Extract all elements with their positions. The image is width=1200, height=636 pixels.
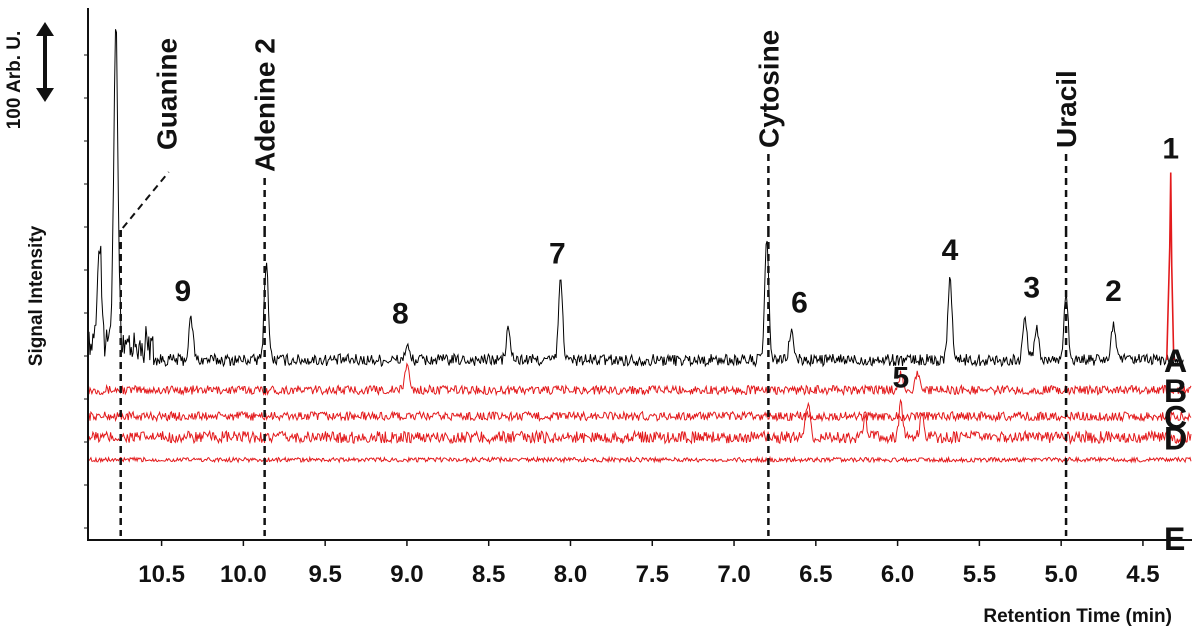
x-tick-label: 7.0 xyxy=(717,561,750,588)
peak-label-5: 5 xyxy=(893,361,910,394)
trace-a xyxy=(87,29,1184,368)
trace-label-b: B xyxy=(1164,373,1187,409)
peak-1-trace xyxy=(1165,172,1175,361)
trace-label-a: A xyxy=(1164,343,1187,379)
x-tick-label: 7.5 xyxy=(636,561,669,588)
x-tick-label: 9.0 xyxy=(390,561,423,588)
axes-layer xyxy=(87,8,1192,541)
x-tick-label: 5.5 xyxy=(963,561,996,588)
double-arrow-icon xyxy=(36,22,54,102)
x-tick-label: 6.0 xyxy=(881,561,914,588)
guanine-leader-line xyxy=(121,171,170,229)
compound-marker-layer xyxy=(119,154,1068,536)
uracil-label: Uracil xyxy=(1051,70,1082,148)
x-tick-label: 9.5 xyxy=(308,561,341,588)
x-tick-label: 6.5 xyxy=(799,561,832,588)
trace-c xyxy=(87,410,1192,423)
x-tick-label: 4.5 xyxy=(1126,561,1159,588)
peak-label-9: 9 xyxy=(175,275,192,308)
x-tick-label: 10.5 xyxy=(138,561,185,588)
cytosine-label: Cytosine xyxy=(753,30,784,148)
peak-label-4: 4 xyxy=(942,234,959,267)
peak-label-6: 6 xyxy=(791,286,808,319)
trace-label-d: D xyxy=(1164,420,1187,456)
compound-label-layer: Guanine Adenine 2 Cytosine Uracil xyxy=(152,30,1082,172)
peak-label-8: 8 xyxy=(392,298,409,331)
trace-b xyxy=(87,362,1192,397)
y-axis-label: Signal Intensity xyxy=(26,225,47,366)
peak-label-7: 7 xyxy=(549,238,566,271)
x-tick-label: 8.5 xyxy=(472,561,505,588)
trace-label-c: C xyxy=(1164,399,1187,435)
x-axis-label: Retention Time (min) xyxy=(983,606,1172,627)
x-tick-label: 8.0 xyxy=(554,561,587,588)
peak-label-2: 2 xyxy=(1105,275,1122,308)
scale-bar-label: 100 Arb. U. xyxy=(4,31,25,130)
adenine-2-label: Adenine 2 xyxy=(250,38,281,172)
trace-label-e: E xyxy=(1164,521,1185,557)
peak-label-3: 3 xyxy=(1023,271,1040,304)
peak-label-1: 1 xyxy=(1162,133,1179,166)
trace-e xyxy=(87,455,1192,464)
peak-label-layer: 1 2 3 4 5 6 7 8 9 xyxy=(175,133,1180,395)
x-tick-label: 10.0 xyxy=(220,561,267,588)
trace-layer xyxy=(87,29,1192,464)
trace-d xyxy=(87,398,1192,446)
x-tick-label: 5.0 xyxy=(1044,561,1077,588)
x-tick-layer: 10.5 10.0 9.5 9.0 8.5 8.0 7.5 7.0 6.5 6.0 5.5 5.0 4.… xyxy=(84,54,1160,588)
guanine-label: Guanine xyxy=(152,38,183,150)
